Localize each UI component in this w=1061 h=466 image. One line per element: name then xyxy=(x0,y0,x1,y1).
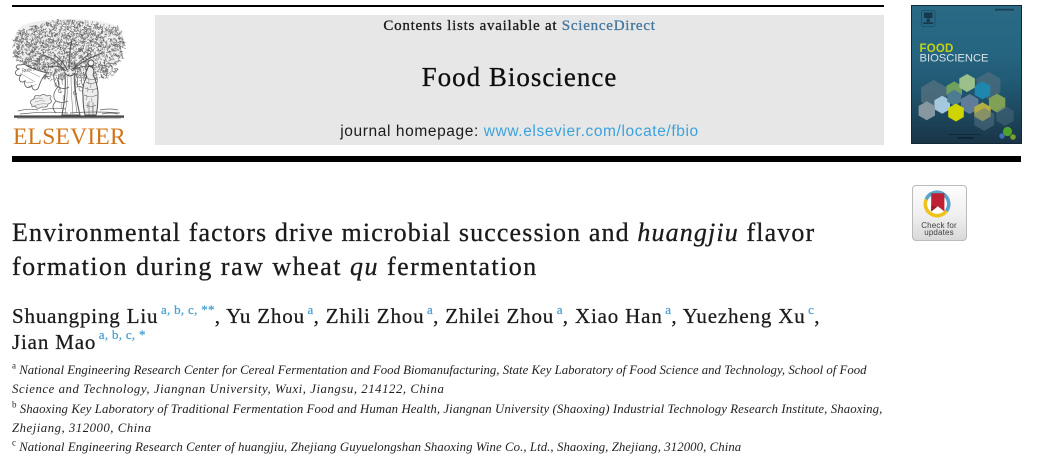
svg-text:NON SOLUS: NON SOLUS xyxy=(21,64,48,74)
svg-text:BIOSCIENCE: BIOSCIENCE xyxy=(920,53,989,65)
svg-text:FOOD: FOOD xyxy=(920,43,954,55)
